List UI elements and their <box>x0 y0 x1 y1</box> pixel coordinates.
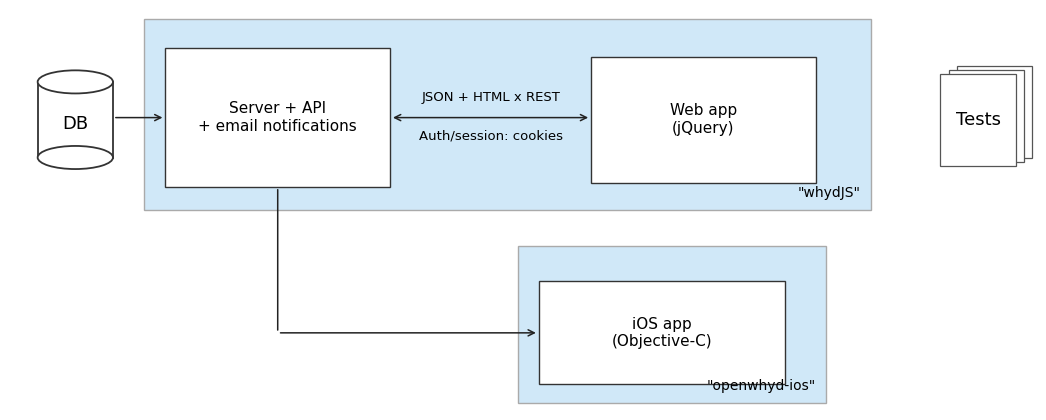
Text: iOS app
(Objective-C): iOS app (Objective-C) <box>611 317 712 349</box>
Text: Web app
(jQuery): Web app (jQuery) <box>669 103 737 136</box>
FancyBboxPatch shape <box>940 74 1016 166</box>
FancyBboxPatch shape <box>165 48 390 187</box>
FancyBboxPatch shape <box>957 66 1032 158</box>
Text: Tests: Tests <box>955 111 1001 129</box>
Text: JSON + HTML x REST: JSON + HTML x REST <box>422 91 560 104</box>
FancyBboxPatch shape <box>518 246 826 403</box>
Text: Auth/session: cookies: Auth/session: cookies <box>418 129 563 142</box>
Polygon shape <box>38 82 113 158</box>
Text: DB: DB <box>63 115 88 133</box>
Text: "whydJS": "whydJS" <box>798 186 861 200</box>
Text: "openwhyd-ios": "openwhyd-ios" <box>707 379 816 393</box>
FancyBboxPatch shape <box>539 281 784 384</box>
FancyBboxPatch shape <box>591 57 816 183</box>
Text: Server + API
+ email notifications: Server + API + email notifications <box>199 101 357 134</box>
Ellipse shape <box>38 70 113 94</box>
FancyBboxPatch shape <box>144 19 871 210</box>
Ellipse shape <box>38 146 113 169</box>
FancyBboxPatch shape <box>949 70 1024 162</box>
